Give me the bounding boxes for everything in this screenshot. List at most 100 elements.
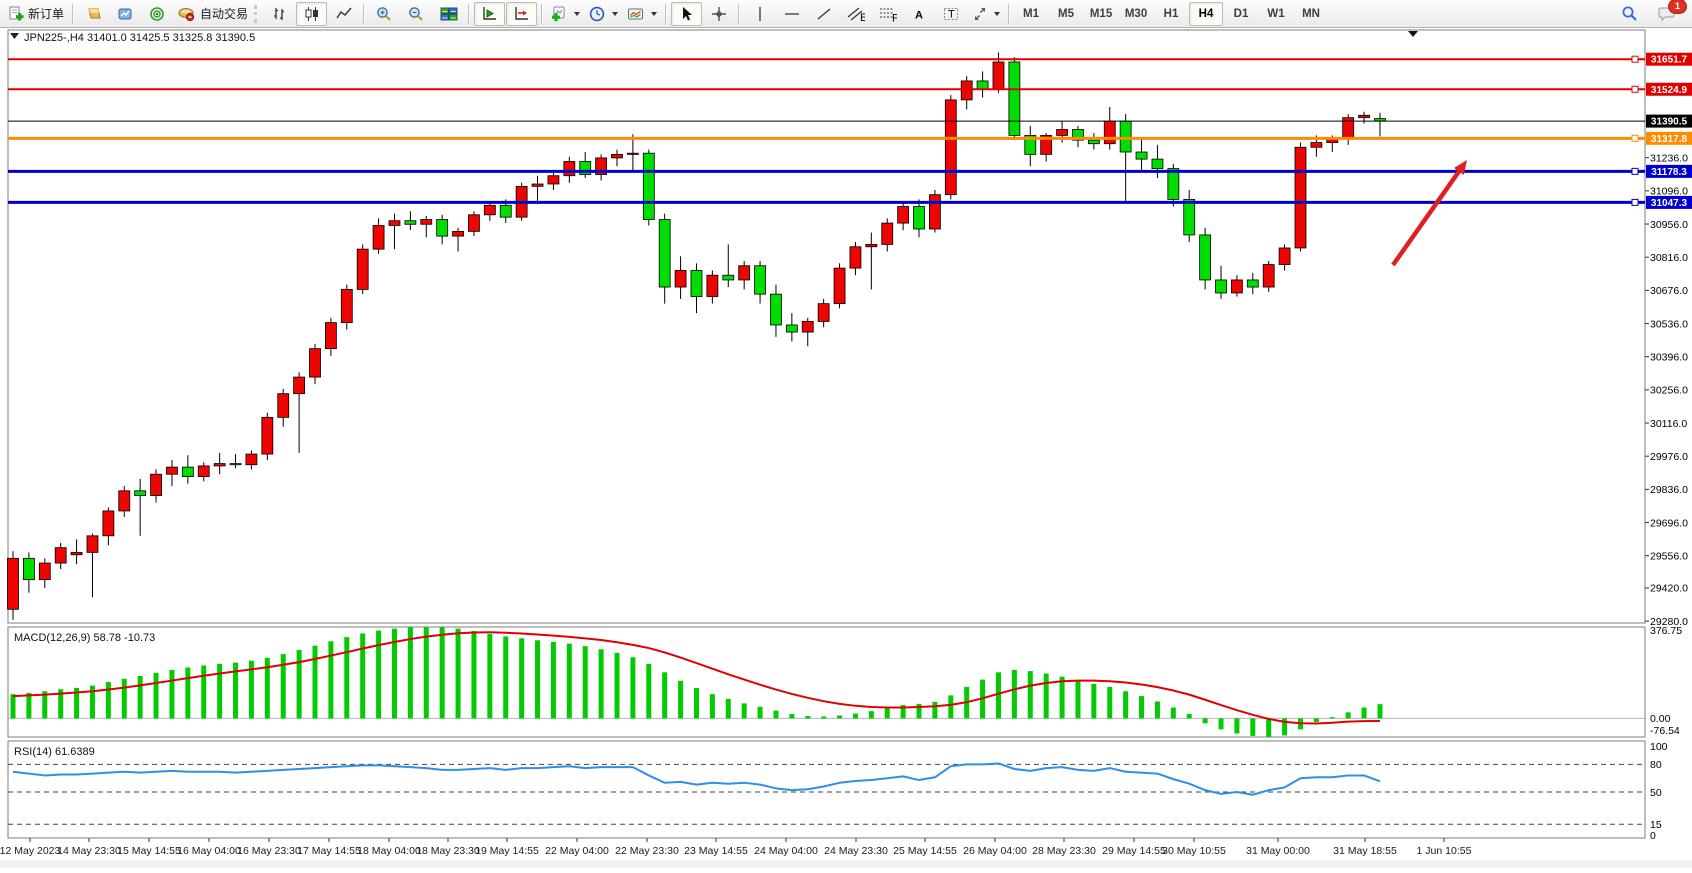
macd-bar [630,657,636,719]
auto-trading-button[interactable]: 自动交易 [174,2,252,26]
chart-canvas[interactable]: 31236.0 31096.0 30956.0 30816.0 30676.0 30536… [0,28,1692,868]
arrow-annotation[interactable] [1391,160,1467,267]
candle-body [785,324,798,333]
price-badge [1646,82,1692,96]
candle-body [738,265,751,281]
horizontal-line-button[interactable] [776,2,807,26]
notifications-button[interactable]: 1 [1651,0,1687,26]
level-lines-layer[interactable] [8,55,1645,206]
candlestick-chart-button[interactable] [296,1,328,26]
macd-bar [105,682,111,719]
candle [1199,227,1212,290]
timeframe-mn-button[interactable]: MN [1302,7,1320,20]
trend-line-button[interactable] [808,2,839,26]
price-tick-label: 30256.0 [1650,385,1688,397]
line-chart-button[interactable] [328,2,359,26]
price-badge [1646,114,1692,128]
vertical-line-button[interactable] [744,2,775,26]
candle-body [770,293,782,326]
level-endpoint-marker[interactable] [1631,85,1639,93]
macd-bar [1091,683,1097,719]
candle [1262,260,1275,292]
price-tick-label: 29280.0 [1650,616,1688,628]
price-tick-label: 30396.0 [1650,352,1688,364]
arrows-button[interactable] [968,2,1004,26]
candle-body [1183,198,1196,236]
macd-bar [455,628,461,719]
horizontal-line-icon [784,12,799,15]
chart-title: JPN225-,H4 31401.0 31425.5 31325.8 31390… [24,32,255,44]
zoom-in-button[interactable] [369,2,400,26]
macd-bar [137,675,143,719]
candle-body [372,225,385,250]
timeframe-h1-button[interactable]: H1 [1163,7,1179,20]
macd-bar [1011,669,1017,719]
fibonacci-button[interactable]: F [872,2,903,26]
price-badge [1646,195,1692,209]
price-axis[interactable]: 31236.0 31096.0 30956.0 30816.0 30676.0 30536… [1645,52,1692,842]
macd-bar [1345,712,1351,719]
periods-button[interactable] [585,2,622,26]
auto-scroll-button[interactable] [474,1,506,26]
candle-body [420,219,433,225]
metaquotes-icon [88,8,101,18]
signals-button[interactable] [142,2,173,26]
macd-bar [932,701,938,719]
candle-body [960,80,973,101]
macd-bar [741,703,747,719]
text-label-button[interactable]: T [936,2,967,26]
macd-bar [1250,718,1256,736]
tile-windows-button[interactable] [433,2,464,26]
bar-chart-button[interactable] [264,2,295,26]
candle-body [181,466,194,477]
templates-button[interactable] [623,2,661,26]
symbol-dropdown-icon[interactable] [10,33,19,39]
cursor-button[interactable] [671,1,703,26]
metaquotes-button[interactable] [78,2,109,26]
candle [642,149,655,226]
equidistant-channel-button[interactable]: E [840,2,871,26]
level-endpoint-marker[interactable] [1631,134,1639,142]
crosshair-button[interactable] [703,2,734,26]
indicators-button[interactable] [547,2,584,26]
chart-shift-marker-icon [1408,31,1418,37]
zoom-out-button[interactable] [401,2,432,26]
timeframe-w1-button[interactable]: W1 [1267,7,1285,20]
svg-text:T: T [948,8,955,20]
chart-shift-button[interactable] [506,1,538,26]
chart-window[interactable]: 31236.0 31096.0 30956.0 30816.0 30676.0 30536… [0,28,1692,868]
search-button[interactable] [1614,2,1645,26]
timeframe-d1-button[interactable]: D1 [1233,7,1249,20]
charts-button[interactable] [110,2,141,26]
time-tick-label: 18 May 23:30 [416,845,480,857]
macd-pane [8,626,1645,737]
candle-body [1135,151,1148,160]
candle-body [1278,247,1291,265]
level-endpoint-marker[interactable] [1631,55,1639,63]
timeframe-m15-button[interactable]: M15 [1089,7,1113,20]
candle-body [849,246,862,269]
arrow-head[interactable] [1454,160,1467,175]
candle-body [1199,234,1212,281]
chart-shift-icon [515,6,529,20]
timeframe-m1-button[interactable]: M1 [1023,7,1040,20]
time-tick-label: 15 May 14:55 [117,845,181,857]
macd-bar [89,685,95,719]
timeframe-m5-button[interactable]: M5 [1058,7,1075,20]
arrow-shaft[interactable] [1391,170,1461,267]
macd-bar [296,649,302,719]
candle-body [1040,135,1053,155]
time-tick-label: 30 May 10:55 [1162,845,1226,857]
price-tick-label: 30816.0 [1650,252,1688,264]
price-badge [1646,164,1692,178]
timeframe-m30-button[interactable]: M30 [1124,7,1148,20]
timeframe-h4-button[interactable]: H4 [1189,1,1224,26]
toolbar-separator [363,3,366,24]
level-endpoint-marker[interactable] [1631,198,1639,206]
text-button[interactable]: A [904,2,935,26]
macd-bar [1027,671,1033,719]
macd-bar [328,641,334,719]
level-endpoint-marker[interactable] [1631,167,1639,175]
new-order-button[interactable]: 新订单 [4,2,68,26]
